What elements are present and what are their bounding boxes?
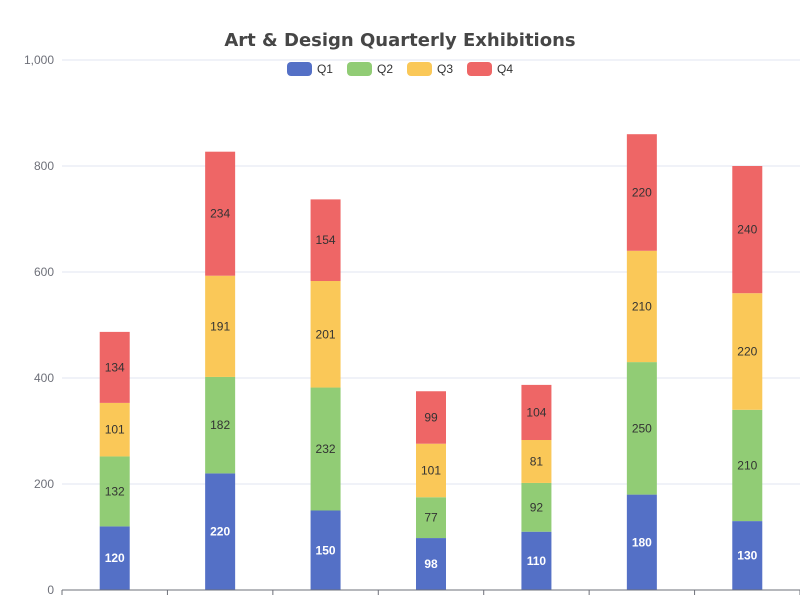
bar-segment-q1 xyxy=(416,538,446,590)
data-label: 250 xyxy=(632,421,652,435)
data-label: 191 xyxy=(210,319,230,333)
data-label: 210 xyxy=(632,299,652,313)
legend-item-q4[interactable]: Q4 xyxy=(467,62,513,76)
bar-segment-q3 xyxy=(99,402,130,457)
bar-segment-q4 xyxy=(205,151,236,276)
data-label: 220 xyxy=(210,525,230,539)
data-label: 132 xyxy=(105,484,125,498)
bar-segment-q1 xyxy=(99,526,130,590)
bar-segment-q1 xyxy=(732,521,763,590)
legend-swatch xyxy=(467,62,493,76)
bar-segment-q4 xyxy=(521,384,552,441)
legend-label: Q4 xyxy=(497,62,514,76)
y-tick-label: 800 xyxy=(34,159,54,173)
data-label: 234 xyxy=(210,207,230,221)
bar-segment-q2 xyxy=(521,482,552,532)
data-label: 101 xyxy=(105,423,125,437)
bar-segment-q3 xyxy=(626,250,657,363)
legend-label: Q3 xyxy=(437,62,454,76)
bar-segment-q3 xyxy=(521,440,552,483)
data-label: 77 xyxy=(424,511,438,525)
bar-segment-q2 xyxy=(99,456,130,527)
data-label: 99 xyxy=(424,410,438,424)
data-label: 134 xyxy=(105,360,125,374)
data-label: 201 xyxy=(316,327,336,341)
bar-segment-q1 xyxy=(626,494,657,590)
y-tick-label: 400 xyxy=(34,371,54,385)
data-label: 180 xyxy=(632,535,652,549)
bar-segment-q4 xyxy=(310,199,341,282)
data-label: 240 xyxy=(737,223,757,237)
data-label: 154 xyxy=(316,233,336,247)
bar-segment-q2 xyxy=(205,376,236,474)
legend-item-q2[interactable]: Q2 xyxy=(346,62,393,76)
bar-segment-q2 xyxy=(310,387,341,511)
data-label: 81 xyxy=(530,454,544,468)
legend-item-q1[interactable]: Q1 xyxy=(286,62,333,76)
data-label: 220 xyxy=(632,186,652,200)
legend-label: Q2 xyxy=(376,62,393,76)
bar-segment-q3 xyxy=(205,275,236,377)
legend-item-q3[interactable]: Q3 xyxy=(407,62,453,76)
data-label: 120 xyxy=(105,551,125,565)
legend: Q1 Q2 Q3 Q4 xyxy=(0,62,800,76)
bar-segment-q1 xyxy=(521,531,552,590)
data-label: 150 xyxy=(316,543,336,557)
bar-segment-q3 xyxy=(310,281,341,388)
bar-segment-q2 xyxy=(416,497,446,539)
data-label: 110 xyxy=(527,554,547,568)
bar-segment-q4 xyxy=(99,331,130,403)
legend-label: Q1 xyxy=(316,62,333,76)
data-label: 130 xyxy=(737,549,757,563)
bar-segment-q4 xyxy=(416,391,446,444)
bar-segment-q3 xyxy=(416,443,446,498)
data-label: 220 xyxy=(737,345,757,359)
bar-segment-q1 xyxy=(205,473,236,590)
y-tick-label: 200 xyxy=(34,477,54,491)
bar-segment-q2 xyxy=(626,362,657,495)
data-label: 92 xyxy=(530,500,544,514)
bar-segment-q1 xyxy=(310,510,341,590)
data-label: 210 xyxy=(737,458,757,472)
bar-segment-q4 xyxy=(626,134,657,251)
legend-swatch xyxy=(407,62,432,76)
y-tick-label: 1,000 xyxy=(24,53,54,67)
y-tick-label: 0 xyxy=(47,583,54,597)
data-label: 98 xyxy=(424,557,438,571)
legend-swatch xyxy=(346,62,372,76)
data-label: 232 xyxy=(316,442,336,456)
chart-title: Art & Design Quarterly Exhibitions xyxy=(224,30,576,51)
data-label: 101 xyxy=(421,463,441,477)
data-label: 104 xyxy=(526,405,546,419)
legend-swatch xyxy=(286,62,312,76)
y-tick-label: 600 xyxy=(34,265,54,279)
data-label: 182 xyxy=(210,418,230,432)
bar-segment-q2 xyxy=(732,409,763,522)
bar-segment-q3 xyxy=(732,293,763,410)
bar-segment-q4 xyxy=(732,166,763,294)
